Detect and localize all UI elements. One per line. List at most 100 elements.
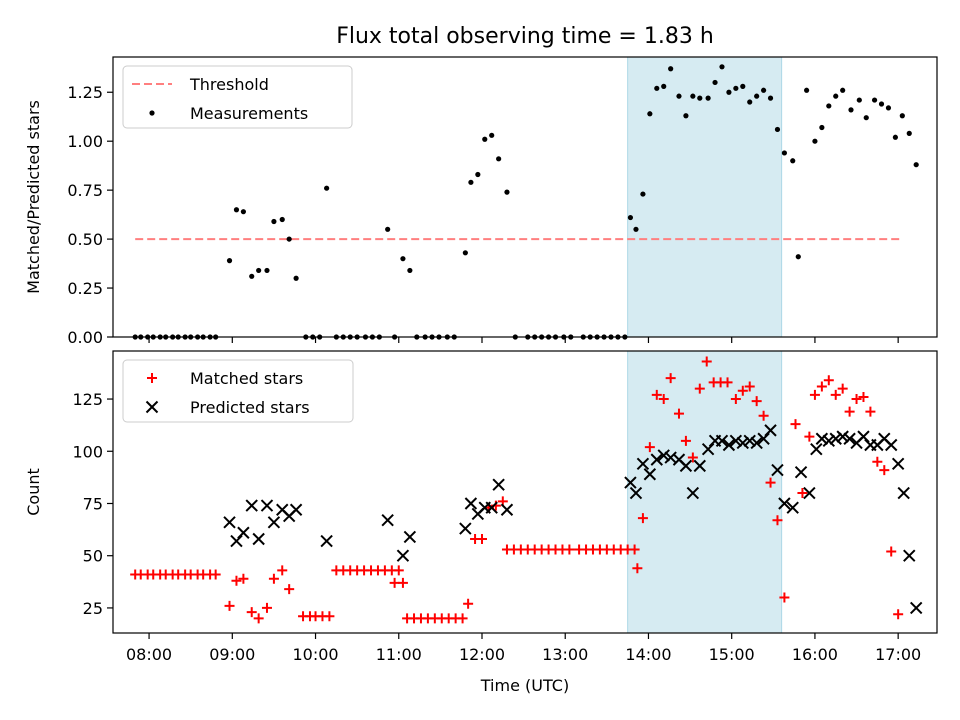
predicted-star-point [778, 497, 791, 510]
predicted-star-point [289, 503, 303, 516]
x-tick-label: 14:00 [625, 645, 671, 664]
measurement-point [496, 156, 502, 162]
legend-label: Threshold [189, 75, 269, 94]
measurement-point [863, 115, 869, 121]
highlight-span [627, 56, 783, 338]
measurement-point [733, 85, 739, 91]
measurement-point [760, 87, 767, 93]
predicted-star-point [320, 534, 333, 548]
matched-star-point [816, 381, 827, 392]
legend-label: Measurements [190, 104, 308, 123]
matched-star-point [393, 565, 404, 576]
measurement-point [848, 107, 854, 113]
predicted-star-point [396, 549, 410, 562]
measurement-point [795, 254, 801, 260]
matched-star-point [694, 383, 705, 394]
measurement-point [892, 134, 898, 140]
measurement-point [676, 93, 682, 99]
predicted-star-point [500, 503, 514, 516]
measurement-point [271, 218, 277, 225]
matched-star-point [701, 356, 712, 367]
legend: Matched stars Predicted stars [122, 359, 354, 423]
matched-star-point [744, 381, 755, 392]
highlight-span [627, 350, 783, 634]
predicted-star-point [267, 516, 281, 529]
measurement-point [754, 93, 760, 99]
matched-star-point [463, 598, 474, 609]
measurement-point [385, 226, 391, 232]
predicted-star-point [750, 436, 763, 450]
measurement-point [504, 189, 510, 195]
predicted-star-point [464, 497, 478, 510]
measurement-point [475, 171, 481, 178]
measurement-point [233, 207, 240, 213]
predicted-star-point [686, 486, 700, 500]
measurement-point [264, 267, 270, 274]
matched-star-point [253, 613, 264, 624]
predicted-star-point [492, 478, 505, 491]
predicted-star-point [629, 486, 643, 500]
matched-star-point [730, 394, 741, 405]
predicted-star-point [885, 438, 898, 452]
matched-star-point [804, 431, 815, 442]
predicted-star-point [643, 468, 657, 481]
matched-star-point [844, 406, 855, 417]
predicted-star-point [836, 430, 849, 443]
matched-star-point [268, 573, 279, 584]
matched-star-point [879, 465, 890, 476]
matched-star-point [476, 534, 487, 544]
matched-star-point [851, 394, 862, 405]
predicted-star-point [230, 534, 243, 548]
predicted-star-point [729, 434, 743, 448]
matched-star-point [457, 613, 468, 624]
predicted-star-point [715, 434, 729, 448]
predicted-star-point [722, 438, 736, 452]
matched-star-point [779, 592, 790, 603]
predicted-star-point [260, 499, 274, 512]
matched-star-point [637, 513, 648, 524]
y-tick-label: 1.00 [67, 132, 103, 151]
y-axis-label: Count [24, 468, 43, 516]
measurement-point [913, 162, 919, 168]
matched-star-point [837, 383, 848, 394]
matched-star-point [737, 385, 748, 396]
x-tick-label: 15:00 [709, 645, 755, 664]
matched-star-point [865, 406, 876, 417]
matched-star-point [231, 575, 242, 586]
matched-star-point [224, 600, 235, 611]
matched-star-point [772, 515, 783, 526]
measurement-point [226, 258, 233, 264]
x-tick-label: 13:00 [542, 645, 588, 664]
matched-star-point [687, 452, 698, 463]
measurement-point [726, 89, 732, 95]
measurement-point [833, 93, 839, 99]
predicted-star-point [897, 486, 910, 500]
measurement-point [640, 191, 646, 197]
measurement-point [790, 158, 796, 164]
measurement-point [279, 216, 285, 223]
matched-star-point [765, 477, 776, 488]
x-tick-label: 09:00 [209, 645, 255, 664]
matched-star-point [673, 408, 684, 419]
x-tick-label: 17:00 [875, 645, 921, 664]
y-tick-label: 50 [83, 547, 103, 566]
measurement-point [740, 83, 746, 89]
y-tick-label: 1.25 [67, 83, 103, 102]
y-tick-label: 0.75 [67, 181, 103, 200]
predicted-star-point [822, 434, 836, 448]
predicted-star-point [679, 459, 693, 473]
predicted-star-point [736, 436, 749, 450]
legend-predicted-swatch [145, 400, 159, 414]
predicted-star-point [237, 526, 250, 539]
predicted-star-point [771, 463, 784, 477]
predicted-star-point [909, 601, 923, 615]
predicted-star-point [891, 457, 905, 471]
legend-box [122, 359, 354, 423]
predicted-star-point [764, 424, 777, 437]
predicted-star-point [636, 457, 650, 471]
measurement-point [690, 93, 696, 99]
measurement-point [812, 138, 818, 144]
measurement-point [719, 64, 725, 70]
legend-label: Matched stars [190, 369, 303, 388]
y-tick-label: 0.50 [67, 230, 103, 249]
